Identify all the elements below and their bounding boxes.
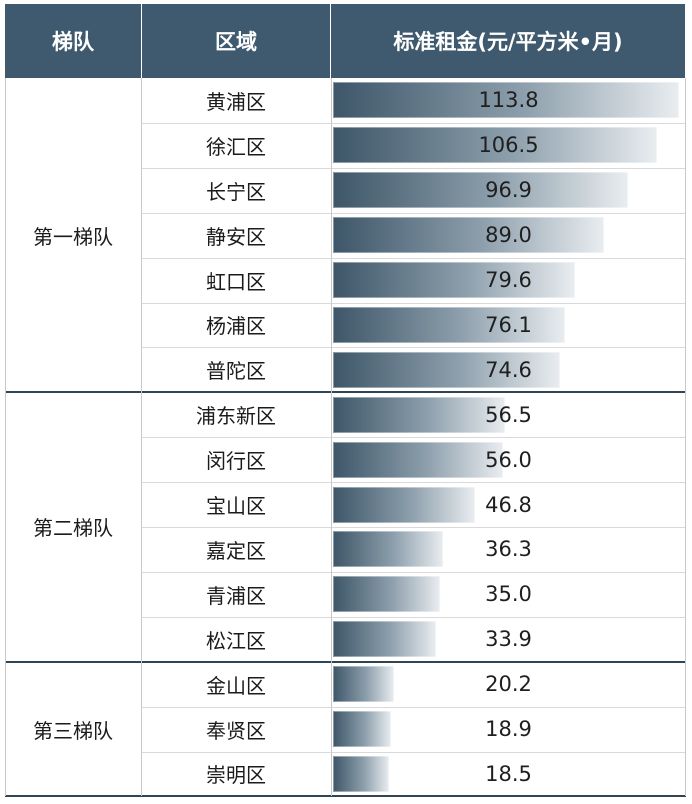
district-name: 虹口区: [206, 269, 266, 294]
district-column-divider: [331, 78, 332, 797]
row-divider: [142, 482, 686, 484]
rent-bar: [333, 441, 504, 478]
rent-value-label: 96.9: [485, 178, 532, 203]
district-name: 宝山区: [206, 494, 266, 519]
rent-value-label: 113.8: [478, 88, 539, 113]
rent-bar: [333, 486, 476, 523]
rent-bar: [333, 172, 628, 209]
row-divider: [142, 257, 686, 259]
left-border: [5, 78, 6, 797]
row-divider: [142, 122, 686, 124]
rent-bar: [333, 262, 576, 299]
header-tier: 梯队: [5, 4, 142, 78]
district-name: 浦东新区: [196, 404, 276, 429]
header-district: 区域: [142, 4, 331, 78]
district-name: 崇明区: [206, 763, 266, 788]
tier-divider: [5, 795, 686, 798]
rent-value-label: 35.0: [485, 582, 532, 607]
rent-value-label: 36.3: [485, 537, 532, 562]
rent-bar: [333, 351, 561, 388]
row-divider: [142, 706, 686, 708]
rent-value-label: 18.5: [485, 761, 532, 786]
district-name: 杨浦区: [206, 314, 266, 339]
row-divider: [142, 751, 686, 753]
district-name: 金山区: [206, 673, 266, 698]
district-name: 青浦区: [206, 583, 266, 608]
rent-bar: [333, 127, 658, 164]
rent-value-label: 46.8: [485, 492, 532, 517]
district-name: 奉贤区: [206, 718, 266, 743]
row-divider: [142, 437, 686, 439]
tier-divider: [5, 660, 686, 663]
rent-bar: [333, 396, 505, 433]
rent-bar: [333, 621, 437, 658]
district-name: 徐汇区: [206, 134, 266, 159]
row-divider: [142, 616, 686, 618]
rent-bar: [333, 576, 440, 613]
district-name: 闵行区: [206, 449, 266, 474]
rent-value-label: 74.6: [485, 357, 532, 382]
district-name: 嘉定区: [206, 538, 266, 563]
rent-value-label: 56.0: [485, 447, 532, 472]
rent-value-label: 18.9: [485, 717, 532, 742]
rent-bar: [333, 531, 444, 568]
row-divider: [142, 571, 686, 573]
header-rent: 标准租金(元/平方米•月): [331, 4, 686, 78]
rent-value-label: 56.5: [485, 402, 532, 427]
district-name: 静安区: [206, 224, 266, 249]
rent-value-label: 106.5: [478, 133, 539, 158]
row-divider: [142, 302, 686, 304]
row-divider: [142, 347, 686, 349]
rent-value-label: 89.0: [485, 223, 532, 248]
district-name: 黄浦区: [206, 89, 266, 114]
district-name: 普陀区: [206, 359, 266, 384]
right-border: [685, 78, 686, 797]
tier-label: 第二梯队: [33, 516, 113, 541]
rent-value-label: 79.6: [485, 268, 532, 293]
tier-divider: [5, 391, 686, 394]
rent-bar: [333, 711, 391, 748]
tier-label: 第一梯队: [33, 224, 113, 249]
rent-bar: [333, 217, 604, 254]
row-divider: [142, 167, 686, 169]
row-divider: [142, 527, 686, 528]
rent-bar: [333, 666, 395, 703]
rent-value-label: 33.9: [485, 627, 532, 652]
rent-bar: [333, 306, 565, 343]
tier-column-divider: [141, 78, 142, 797]
rent-value-label: 76.1: [485, 312, 532, 337]
rent-value-label: 20.2: [485, 672, 532, 697]
district-name: 长宁区: [206, 179, 266, 204]
district-name: 松江区: [206, 628, 266, 653]
rent-bar: [333, 82, 680, 119]
rent-table: 梯队 区域 标准租金(元/平方米•月) 黄浦区 113.8 徐汇区 106.5 长宁区 9…: [5, 4, 686, 798]
rent-bar: [333, 755, 390, 792]
row-divider: [142, 212, 686, 214]
tier-label: 第三梯队: [33, 718, 113, 743]
